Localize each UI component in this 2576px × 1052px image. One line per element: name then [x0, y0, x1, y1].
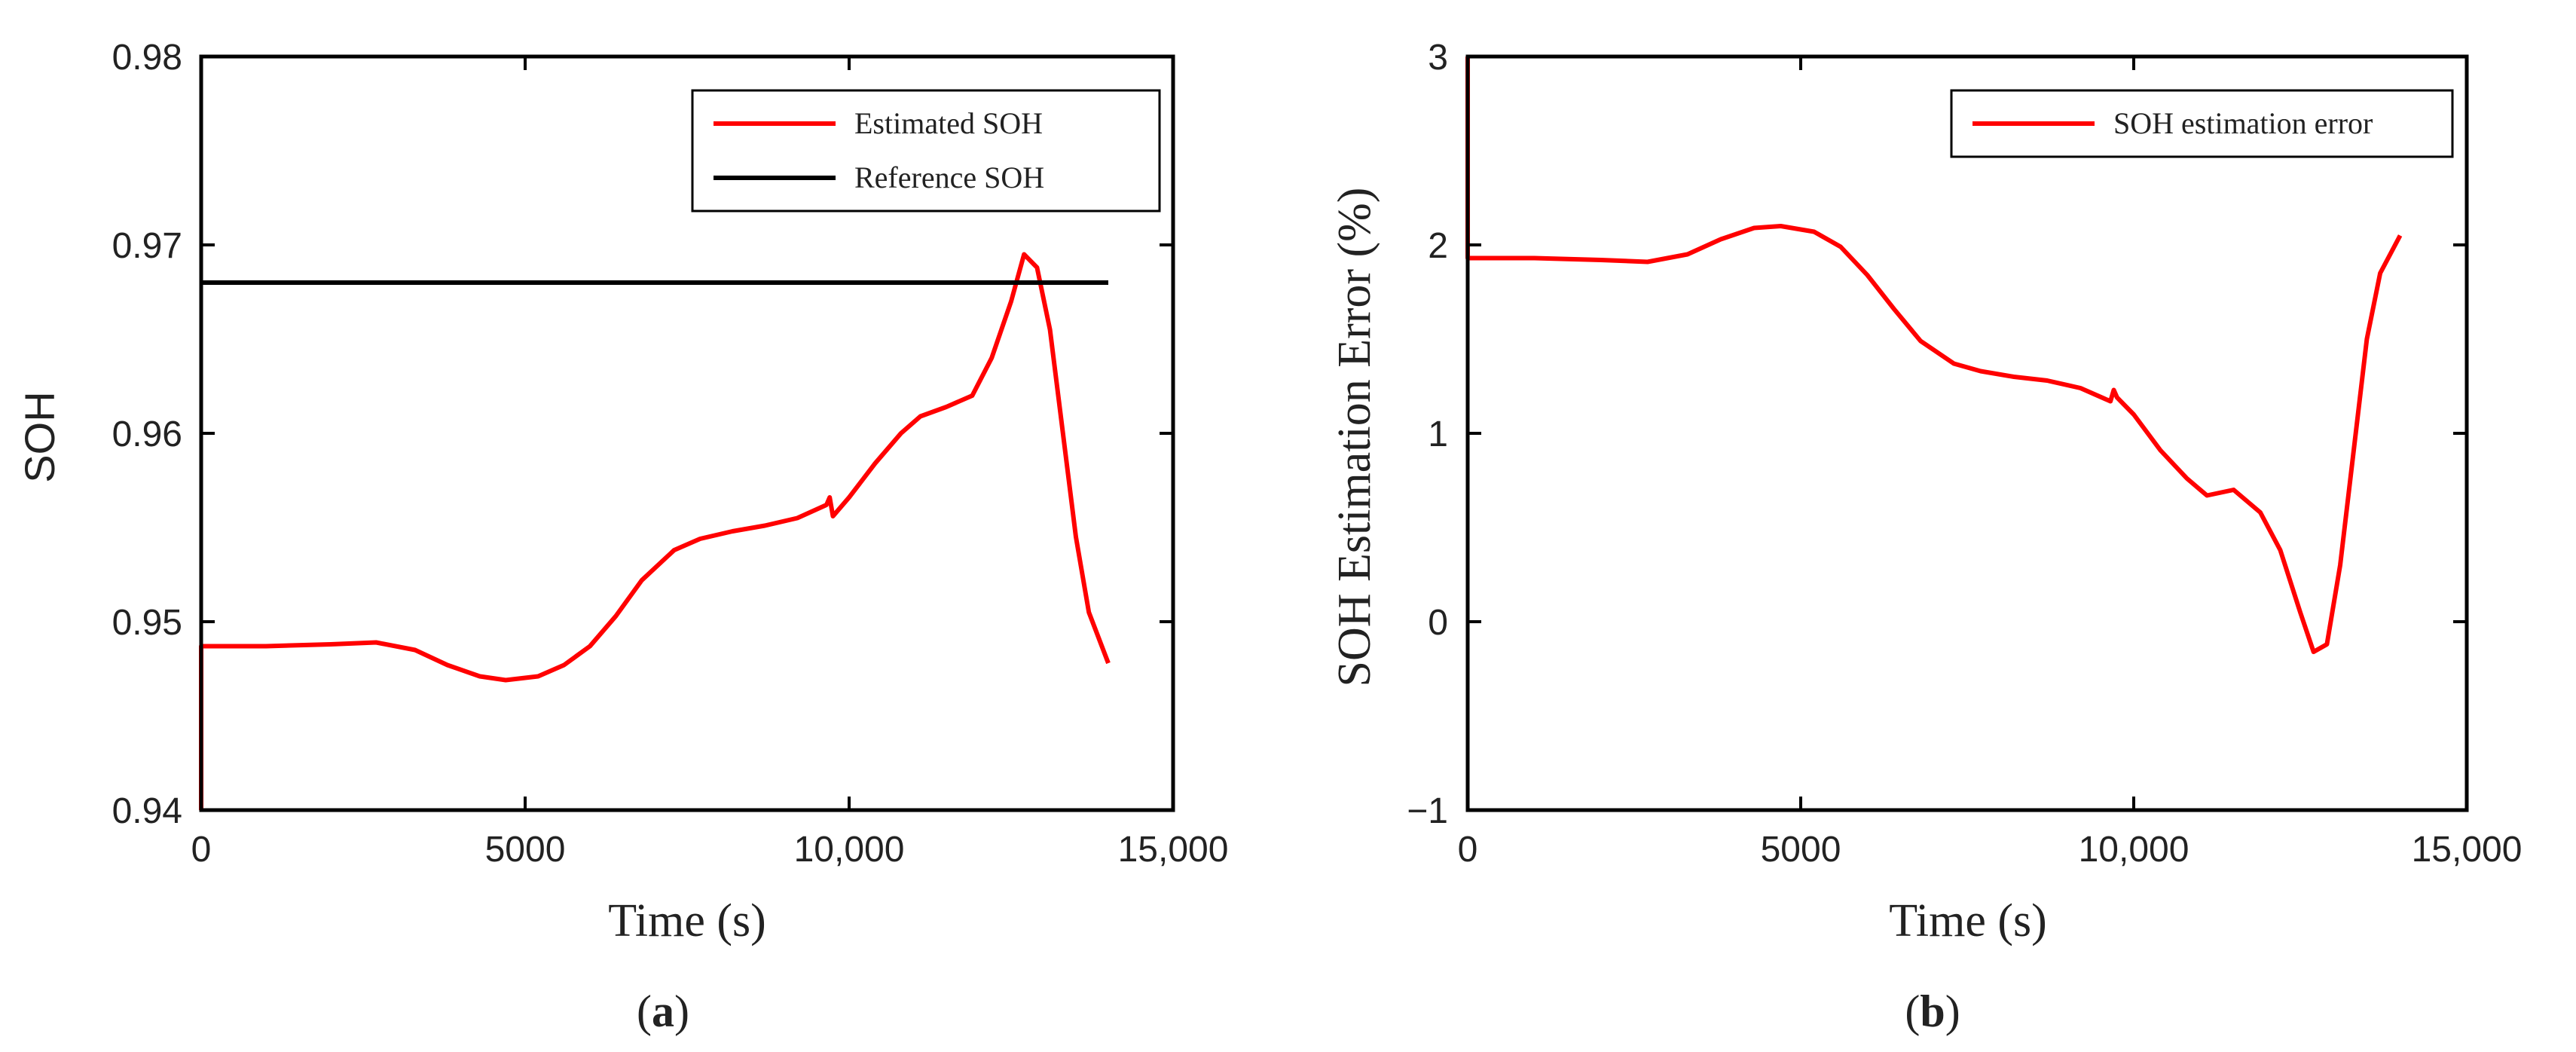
panel-a-chart: 0 5000 10,000 15,000 0.94 0.95 0.96 0.97 0.98 Tim… — [16, 38, 1228, 1036]
panel-a-x-tick-label: 15,000 — [1118, 830, 1229, 870]
panel-b-caption-letter: b — [1920, 986, 1945, 1036]
panel-b-x-tick-label: 0 — [1458, 830, 1478, 870]
panel-a-x-tick-label: 0 — [191, 830, 212, 870]
panel-a-legend-box — [691, 89, 1161, 213]
panel-a-series-line-0 — [199, 252, 1111, 810]
panel-a-caption-close: ) — [674, 986, 689, 1036]
panel-a-y-tick-label: 0.96 — [112, 414, 182, 454]
panel-b-y-axis-label: SOH Estimation Error (%) — [1329, 188, 1380, 687]
panel-b-y-tick-label: 3 — [1428, 38, 1448, 78]
panel-b-y-tick-label: 1 — [1428, 414, 1448, 454]
panel-b-x-tick-label: 10,000 — [2079, 830, 2189, 870]
panel-a-caption: (a) — [637, 986, 689, 1036]
panel-a-caption-open: ( — [637, 986, 652, 1036]
panel-a-legend-label-1: Reference SOH — [854, 161, 1044, 194]
panel-b-legend-label-0: SOH estimation error — [2113, 106, 2373, 140]
panel-a-x-tick-label: 10,000 — [794, 830, 905, 870]
panel-a-x-tick-label: 5000 — [485, 830, 566, 870]
panel-a-caption-letter: a — [652, 986, 674, 1036]
panel-b-y-tick-label: −1 — [1407, 791, 1448, 831]
panel-a-legend-label-0: Estimated SOH — [854, 106, 1043, 140]
panel-a-y-axis-label: SOH — [16, 391, 63, 482]
panel-b-x-axis-label: Time (s) — [1889, 895, 2047, 946]
panel-a-y-tick-label: 0.94 — [112, 791, 182, 831]
panel-b-caption-close: ) — [1945, 986, 1960, 1036]
panel-b-series-line-0 — [1465, 57, 2403, 654]
panel-b-caption-open: ( — [1905, 986, 1920, 1036]
panel-b-y-tick-label: 0 — [1428, 603, 1448, 643]
panel-a-y-tick-label: 0.95 — [112, 603, 182, 643]
panel-a-y-tick-label: 0.98 — [112, 38, 182, 78]
panel-b-y-tick-label: 2 — [1428, 226, 1448, 266]
panel-b-plot-frame — [1465, 54, 2469, 812]
panel-a-x-axis-label: Time (s) — [608, 895, 766, 946]
panel-b-caption: (b) — [1905, 986, 1960, 1036]
panel-b-x-tick-label: 5000 — [1761, 830, 1841, 870]
panel-b-x-tick-label: 15,000 — [2412, 830, 2523, 870]
panel-a-y-tick-label: 0.97 — [112, 226, 182, 266]
